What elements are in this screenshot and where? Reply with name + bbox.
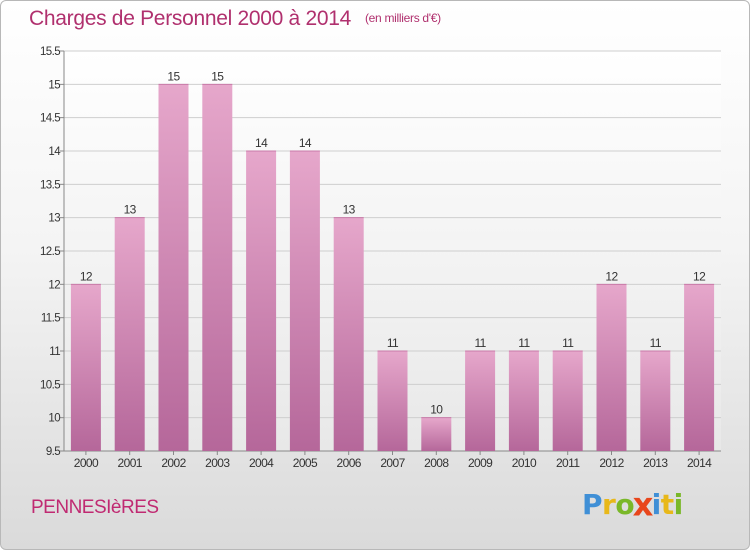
- data-label: 12: [693, 269, 706, 283]
- y-tick-label: 12.5: [40, 246, 60, 258]
- x-tick-label: 2007: [380, 456, 405, 470]
- chart-subtitle: (en milliers d'€): [364, 11, 441, 25]
- x-tick-label: 2011: [556, 456, 580, 470]
- data-label: 10: [430, 403, 443, 417]
- proxiti-logo[interactable]: Proxiti: [582, 485, 684, 524]
- bar: [552, 351, 583, 451]
- x-tick-label: 2003: [205, 456, 230, 470]
- y-tick-label: 11: [49, 346, 60, 358]
- y-tick-label: 14: [48, 146, 61, 158]
- bar: [465, 351, 496, 451]
- y-tick-label: 13: [48, 213, 60, 225]
- bar: [333, 217, 364, 451]
- bar: [289, 151, 320, 451]
- bar: [70, 284, 101, 451]
- y-tick-label: 10.5: [40, 379, 60, 391]
- bar: [158, 84, 189, 451]
- chart-title: Charges de Personnel 2000 à 2014 (en mill…: [29, 7, 441, 31]
- data-label: 13: [343, 203, 356, 217]
- bar: [640, 351, 671, 451]
- data-label: 11: [562, 336, 574, 350]
- y-tick-label: 9.5: [46, 446, 60, 458]
- logo-letter: t: [660, 488, 674, 521]
- data-labels: 12 13 15 15 14 14 13 11 10 11 11 11 12 11 12: [80, 69, 707, 417]
- bar: [508, 351, 539, 451]
- data-label: 15: [167, 69, 180, 83]
- data-label: 13: [124, 203, 137, 217]
- y-tick-label: 14.5: [40, 113, 60, 125]
- logo-letter: P: [582, 488, 603, 521]
- logo-letter: o: [615, 488, 635, 521]
- x-tick-label: 2002: [161, 456, 186, 470]
- bar: [421, 417, 452, 451]
- logo-letter: r: [602, 488, 616, 521]
- x-tick-label: 2005: [293, 456, 318, 470]
- x-tick-label: 2013: [643, 456, 668, 470]
- data-label: 14: [255, 136, 268, 150]
- bar: [114, 217, 145, 451]
- x-tick-label: 2012: [599, 456, 624, 470]
- y-tick-label: 15: [48, 79, 60, 91]
- data-label: 11: [387, 336, 399, 350]
- bar: [596, 284, 627, 451]
- bar: [377, 351, 408, 451]
- y-tick-label: 12: [48, 279, 60, 291]
- x-tick-label: 2004: [249, 456, 274, 470]
- y-tick-label: 10: [48, 413, 60, 425]
- y-tick-label: 11.5: [41, 313, 60, 325]
- x-tick-label: 2008: [424, 456, 449, 470]
- data-label: 11: [650, 336, 662, 350]
- bar: [246, 151, 277, 451]
- axes: 9.5 10 10.5 11 11.5 12 12.5 13 13.5 14 14.5 15 15.5 2…: [40, 46, 721, 470]
- data-label: 11: [474, 336, 486, 350]
- data-label: 15: [211, 69, 224, 83]
- commune-name: PENNESIèRES: [31, 497, 159, 518]
- x-tick-label: 2010: [512, 456, 537, 470]
- x-tick-label: 2000: [74, 456, 99, 470]
- data-label: 11: [518, 336, 530, 350]
- x-tick-label: 2009: [468, 456, 493, 470]
- x-tick-label: 2014: [687, 456, 712, 470]
- logo-letter: i: [673, 488, 684, 521]
- y-tick-label: 15.5: [40, 46, 60, 58]
- bar: [202, 84, 233, 451]
- title-text: Charges de Personnel 2000 à 2014: [29, 7, 351, 30]
- data-label: 12: [605, 269, 618, 283]
- bars: [70, 83, 715, 451]
- data-label: 12: [80, 269, 93, 283]
- data-label: 14: [299, 136, 312, 150]
- y-tick-label: 13.5: [40, 179, 60, 191]
- x-tick-label: 2001: [118, 456, 143, 470]
- bar: [684, 284, 715, 451]
- x-tick-label: 2006: [337, 456, 362, 470]
- logo-letter: i: [651, 488, 662, 521]
- logo-letter: x: [632, 485, 654, 524]
